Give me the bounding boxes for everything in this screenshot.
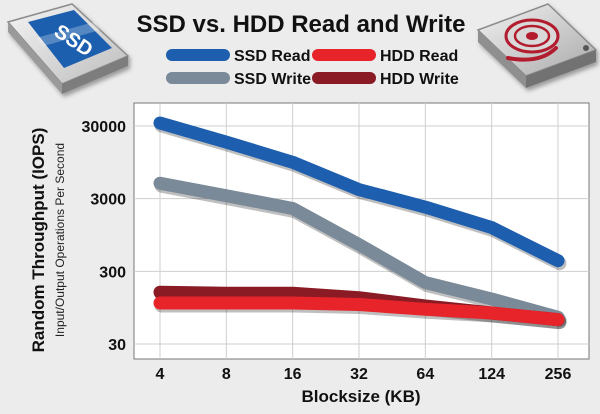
point-hdd-write-16 [291,292,294,295]
point-ssd-read-124 [490,226,493,229]
x-tick-label-16: 16 [284,366,302,383]
point-ssd-write-32 [358,243,360,246]
x-tick-label-256: 256 [545,366,572,383]
legend-item-ssd-read: SSD Read [166,48,310,65]
point-hdd-read-8 [225,301,228,304]
x-axis-label: Blocksize (KB) [301,387,420,406]
x-tick-label-8: 8 [222,366,231,383]
point-hdd-read-256 [557,318,559,321]
point-ssd-read-256 [557,259,559,262]
point-ssd-write-16 [291,207,294,210]
y-tick-labels: 30 300 3000 30000 [82,119,127,354]
y-tick-label-30: 30 [108,337,126,354]
point-hdd-write-8 [225,292,228,295]
point-ssd-read-16 [291,161,294,164]
legend: SSD Read SSD Write HDD Read HDD Write [166,48,459,88]
legend-item-ssd-write: SSD Write [166,71,311,88]
legend-label-hdd-read: HDD Read [380,48,458,65]
x-tick-label-4: 4 [156,366,165,383]
chart-title: SSD vs. HDD Read and Write [137,11,466,38]
y-tick-label-300: 300 [99,264,126,281]
x-tick-label-64: 64 [416,366,434,383]
legend-label-hdd-write: HDD Write [380,71,459,88]
point-ssd-write-64 [424,281,427,284]
point-hdd-read-16 [291,301,294,304]
y-axis-label: Random Throughput (IOPS) [29,128,48,353]
point-ssd-read-64 [424,206,427,209]
legend-item-hdd-write: HDD Write [312,71,459,88]
x-tick-label-124: 124 [478,366,505,383]
point-ssd-read-4 [159,121,161,124]
hdd-drive-icon [476,3,598,88]
legend-label-ssd-write: SSD Write [234,71,311,88]
ssd-drive-icon: SSD [6,3,130,94]
point-ssd-write-4 [159,182,161,185]
y-tick-label-3000: 3000 [90,192,126,209]
point-hdd-read-4 [159,301,161,304]
series-layer [153,116,567,330]
point-hdd-read-64 [424,308,427,311]
point-hdd-read-32 [358,303,360,306]
x-tick-label-32: 32 [350,366,368,383]
y-axis-sublabel: Input/Output Operations Per Second [53,143,67,337]
point-ssd-write-8 [225,194,228,197]
legend-label-ssd-read: SSD Read [234,48,310,65]
x-tick-labels: 4 8 16 32 64 124 256 [156,366,572,383]
point-ssd-write-124 [490,297,493,300]
y-tick-label-30000: 30000 [82,119,127,136]
legend-item-hdd-read: HDD Read [312,48,458,65]
point-hdd-read-124 [490,312,493,315]
point-ssd-read-32 [358,188,360,191]
point-hdd-write-4 [159,291,161,294]
point-ssd-read-8 [225,141,228,144]
